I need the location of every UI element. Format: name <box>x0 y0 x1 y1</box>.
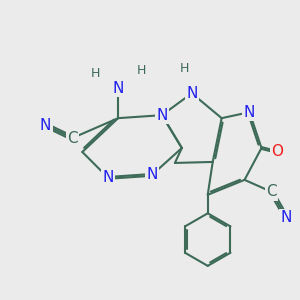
Text: C: C <box>266 184 277 199</box>
Text: N: N <box>103 170 114 185</box>
Text: N: N <box>112 81 124 96</box>
Text: H: H <box>91 67 100 80</box>
Text: O: O <box>272 145 284 160</box>
Text: N: N <box>281 210 292 225</box>
Text: N: N <box>146 167 158 182</box>
Text: N: N <box>40 118 51 133</box>
Text: H: H <box>180 62 190 75</box>
Text: N: N <box>156 108 168 123</box>
Text: N: N <box>186 86 197 101</box>
Text: C: C <box>67 130 78 146</box>
Text: H: H <box>137 64 146 77</box>
Text: N: N <box>244 105 255 120</box>
